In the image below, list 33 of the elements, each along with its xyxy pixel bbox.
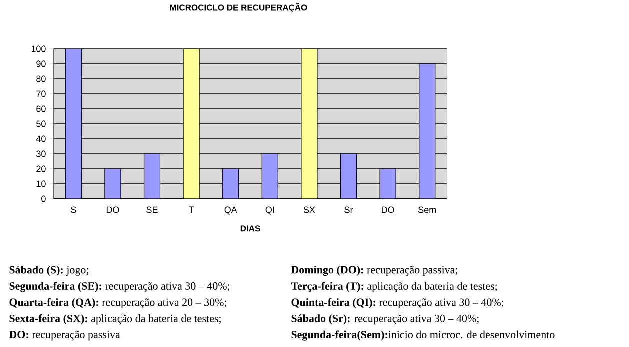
y-tick-label: 80 (36, 76, 46, 82)
chart-title: MICROCICLO DE RECUPERAÇÃO (170, 3, 308, 12)
y-tick-label: 40 (36, 136, 46, 142)
y-tick-label: 10 (36, 180, 46, 188)
x-tick-label: Sem (418, 206, 436, 214)
text: Quinta-feira (QI): recuperação ativa 30 – 40%; (292, 298, 504, 308)
x-tick-label: QA (224, 206, 238, 215)
x-tick-label: SX (304, 206, 316, 214)
y-tick-label: 30 (36, 150, 46, 158)
y-tick-label: 100 (32, 46, 46, 52)
text: Segunda-feira(Sem):inicio do microc. de desenvolvimento (292, 330, 555, 341)
y-tick-label: 90 (36, 60, 46, 68)
y-tick-label: 70 (36, 90, 46, 98)
x-tick-label: T (189, 206, 194, 213)
text: DO: recuperação passiva (9, 330, 120, 341)
text: Quarta-feira (QA): recuperação ativa 20 – 30%; (10, 298, 226, 308)
y-tick-label: 20 (36, 166, 46, 172)
y-tick-label: 0 (42, 196, 46, 202)
y-tick-label: 60 (36, 106, 46, 112)
y-tick-label: 50 (36, 120, 46, 128)
text: Domingo (DO): recuperação passiva; (291, 266, 458, 276)
x-tick-label: Sr (344, 206, 354, 214)
x-tick-label: DO (106, 206, 120, 214)
x-tick-label: S (71, 206, 76, 214)
x-tick-label: QI (266, 206, 274, 215)
text: Sábado (S): jogo; (10, 266, 88, 276)
x-axis-title: DIAS (240, 226, 260, 232)
x-tick-label: DO (382, 206, 394, 214)
text: Segunda-feira (SE): recuperação ativa 30 – 40%; (10, 282, 230, 292)
text: Sábado (Sr): recuperação ativa 30 – 40%; (292, 314, 479, 325)
text: Terça-feira (T): aplicação da bateria de testes; (291, 282, 498, 292)
text: Sexta-feira (SX): aplicação da bateria de testes; (10, 314, 221, 325)
x-tick-label: SE (146, 206, 158, 214)
